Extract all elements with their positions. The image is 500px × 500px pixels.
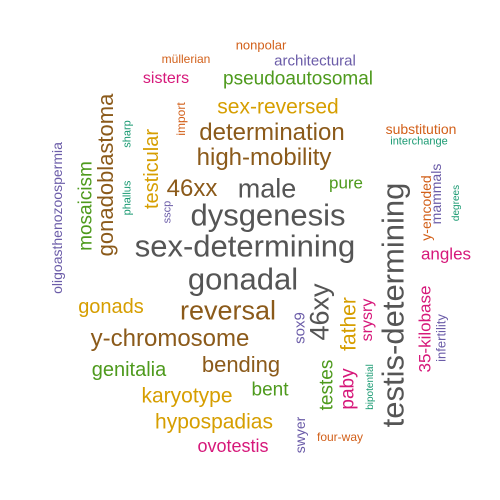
word-reversal: reversal [179,295,277,326]
word-bipotential: bipotential [365,364,376,410]
word-mullerian: müllerian [161,52,211,66]
word-oligoasthenozoospermia: oligoasthenozoospermia [49,142,65,294]
word-architectural: architectural [274,52,356,70]
word-phallus: phallus [121,180,134,216]
word-46xx: 46xx [166,175,218,202]
word-import: import [174,102,188,136]
word-hypospadias: hypospadias [155,410,273,434]
word-bending: bending [201,352,281,377]
word-mammals: mammals [428,163,444,225]
word-male: male [237,173,297,204]
word-paby: paby [337,368,359,410]
word-father: father [337,297,361,351]
word-sharp: sharp [121,120,134,148]
word-testis-determining: testis-determining [375,182,411,428]
word-dysgenesis: dysgenesis [190,197,346,233]
word-interchange: interchange [390,135,448,148]
word-testes: testes [316,359,338,411]
word-46xy: 46xy [304,283,335,341]
word-sox9: sox9 [291,312,309,344]
word-pure: pure [328,173,364,193]
word-gonadoblastoma: gonadoblastoma [93,93,118,257]
word-nonpolar: nonpolar [235,37,287,53]
word-35-kilobase: 35-kilobase [415,285,435,373]
word-y-chromosome: y-chromosome [90,325,250,352]
word-karyotype: karyotype [141,384,233,408]
word-sisters: sisters [142,70,190,87]
word-mosaicism: mosaicism [75,161,97,251]
word-gonadal: gonadal [187,261,299,297]
word-degrees: degrees [451,184,462,222]
word-sex-determining: sex-determining [134,228,356,264]
word-bent: bent [251,379,289,401]
word-pseudoautosomal: pseudoautosomal [223,68,373,90]
word-substitution: substitution [385,121,457,137]
word-infertility: infertility [433,314,449,362]
word-angles: angles [420,244,472,264]
word-determination: determination [199,119,345,146]
word-testicular: testicular [141,128,163,210]
word-gonads: gonads [78,296,144,318]
word-four-way: four-way [316,430,364,444]
word-srysry: srysry [359,298,376,342]
word-genitalia: genitalia [91,359,167,381]
word-high-mobility: high-mobility [196,144,332,171]
word-sscp: sscp [161,200,174,224]
word-ovotestis: ovotestis [197,436,269,456]
word-swyer: swyer [292,416,308,454]
word-sex-reversed: sex-reversed [217,95,339,119]
